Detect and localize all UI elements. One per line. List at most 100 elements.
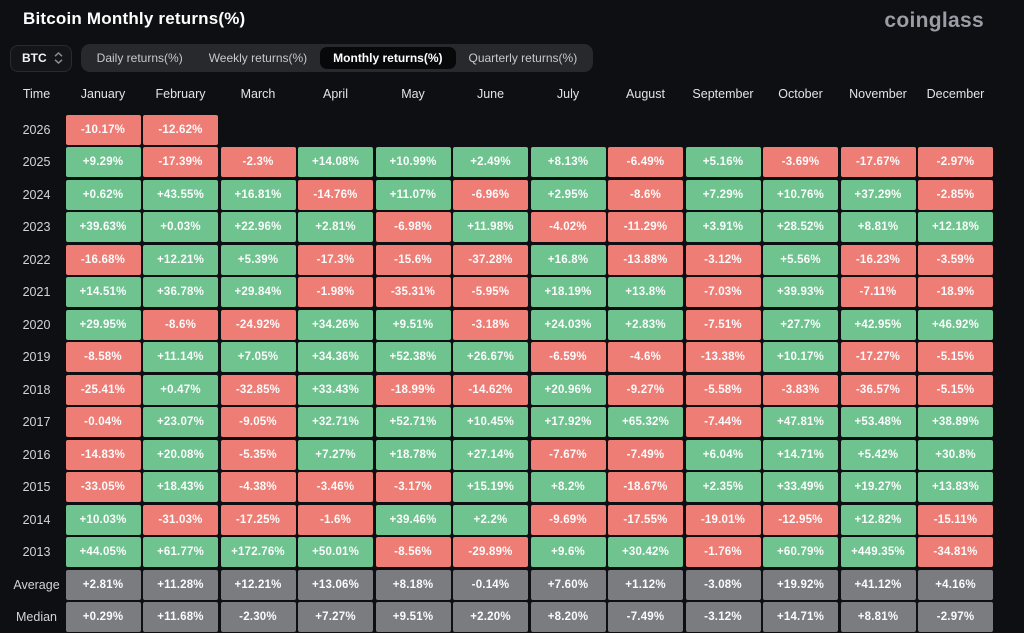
return-cell: -6.49%	[608, 147, 683, 177]
return-cell: +13.8%	[608, 277, 683, 307]
return-cell: -8.6%	[608, 179, 683, 210]
return-cell: -35.31%	[375, 277, 451, 307]
return-cell: +65.32%	[608, 407, 683, 437]
return-cell: +61.77%	[143, 537, 218, 567]
return-cell	[298, 115, 373, 145]
return-cell: -5.15%	[918, 374, 993, 405]
return-cell: -31.03%	[143, 504, 218, 535]
row-label-median: Median	[16, 610, 57, 624]
return-cell: +2.35%	[685, 472, 761, 502]
return-cell: +41.12%	[840, 569, 916, 600]
row-label-2016: 2016	[22, 447, 51, 462]
return-cell: -16.23%	[840, 244, 916, 275]
return-cell: -0.14%	[453, 569, 528, 600]
return-cell: +2.2%	[453, 504, 528, 535]
return-cell: -9.69%	[530, 504, 606, 535]
returns-table: Time January February March April May June July…	[10, 82, 993, 632]
return-cell: +11.14%	[143, 342, 218, 372]
return-cell: -7.67%	[530, 439, 606, 470]
return-cell: +12.21%	[143, 244, 218, 275]
column-header-month: January	[80, 87, 126, 101]
return-cell	[453, 115, 528, 145]
return-cell: +8.20%	[530, 602, 606, 632]
page-title: Bitcoin Monthly returns(%)	[23, 9, 246, 28]
return-cell: +13.83%	[918, 472, 993, 502]
return-cell: +7.60%	[530, 569, 606, 600]
tab-quarterly-returns[interactable]: Quarterly returns(%)	[468, 51, 578, 65]
tab-monthly-returns[interactable]: Monthly returns(%)	[320, 47, 456, 69]
return-cell: -17.27%	[840, 342, 916, 372]
return-cell: -13.88%	[608, 244, 683, 275]
return-cell: +11.98%	[453, 212, 528, 242]
return-cell: +9.51%	[375, 309, 451, 340]
row-label-2014: 2014	[22, 512, 51, 527]
return-cell: -3.12%	[685, 602, 761, 632]
row-label-2026: 2026	[22, 122, 51, 137]
return-cell: -17.55%	[608, 504, 683, 535]
tab-daily-returns[interactable]: Daily returns(%)	[96, 51, 183, 65]
return-cell: -14.83%	[65, 439, 141, 470]
return-cell: -36.57%	[840, 374, 916, 405]
return-cell: -6.59%	[530, 342, 606, 372]
return-cell: +7.05%	[220, 342, 296, 372]
row-label-2017: 2017	[22, 415, 51, 429]
return-cell: +10.17%	[763, 342, 838, 372]
return-cell: -2.30%	[220, 602, 296, 632]
coin-select-value: BTC	[22, 51, 47, 65]
return-cell: +11.07%	[375, 179, 451, 210]
return-cell: +8.2%	[530, 472, 606, 502]
return-cell: +20.08%	[143, 439, 218, 470]
row-label-2018: 2018	[22, 382, 51, 397]
return-cell: +39.93%	[763, 277, 838, 307]
return-cell: -4.6%	[608, 342, 683, 372]
top-bar: Bitcoin Monthly returns(%) coinglass	[0, 0, 1024, 39]
return-cell: +14.71%	[763, 602, 838, 632]
return-cell: +5.56%	[763, 244, 838, 275]
column-header-month: September	[692, 87, 754, 101]
return-cell: -2.85%	[918, 179, 993, 210]
return-cell: -14.62%	[453, 374, 528, 405]
return-cell: +0.47%	[143, 374, 218, 405]
return-cell: +2.83%	[608, 309, 683, 340]
return-cell: -25.41%	[65, 374, 141, 405]
column-header-month: March	[240, 87, 276, 101]
return-cell: +29.84%	[220, 277, 296, 307]
return-cell: -13.38%	[685, 342, 761, 372]
return-cell: -33.05%	[65, 472, 141, 502]
return-cell: +12.21%	[220, 569, 296, 600]
return-cell: +50.01%	[298, 537, 373, 567]
return-cell: -15.11%	[918, 504, 993, 535]
return-cell: +22.96%	[220, 212, 296, 242]
row-label-2015: 2015	[22, 480, 51, 494]
return-cell: -4.02%	[530, 212, 606, 242]
return-cell: -6.98%	[375, 212, 451, 242]
return-cell: +16.8%	[530, 244, 606, 275]
return-cell: -17.25%	[220, 504, 296, 535]
coinglass-logo: coinglass	[884, 9, 984, 32]
return-cell: +10.03%	[65, 504, 141, 535]
return-cell: -3.08%	[685, 569, 761, 600]
tab-weekly-returns[interactable]: Weekly returns(%)	[208, 51, 308, 65]
column-header-month: February	[155, 87, 206, 101]
return-cell: -8.6%	[143, 309, 218, 340]
row-label-2025: 2025	[22, 155, 51, 169]
return-cell: +0.29%	[65, 602, 141, 632]
return-cell: +12.82%	[840, 504, 916, 535]
return-cell: -7.11%	[840, 277, 916, 307]
return-cell: +4.16%	[918, 569, 993, 600]
return-cell: +19.92%	[763, 569, 838, 600]
return-cell: +0.62%	[65, 179, 141, 210]
return-cell: +19.27%	[840, 472, 916, 502]
return-cell: +23.07%	[143, 407, 218, 437]
controls-row: BTC Daily returns(%) Weekly returns(%) M…	[10, 44, 1024, 72]
return-cell: +46.92%	[918, 309, 993, 340]
column-header-month: May	[401, 87, 425, 101]
return-cell: +26.67%	[453, 342, 528, 372]
return-cell: +449.35%	[840, 537, 916, 567]
return-cell	[531, 115, 606, 145]
return-cell: +27.7%	[763, 309, 838, 340]
return-cell: -17.67%	[840, 147, 916, 177]
coin-select[interactable]: BTC	[10, 44, 72, 72]
column-header-month: April	[322, 87, 348, 101]
return-cell: +53.48%	[840, 407, 916, 437]
